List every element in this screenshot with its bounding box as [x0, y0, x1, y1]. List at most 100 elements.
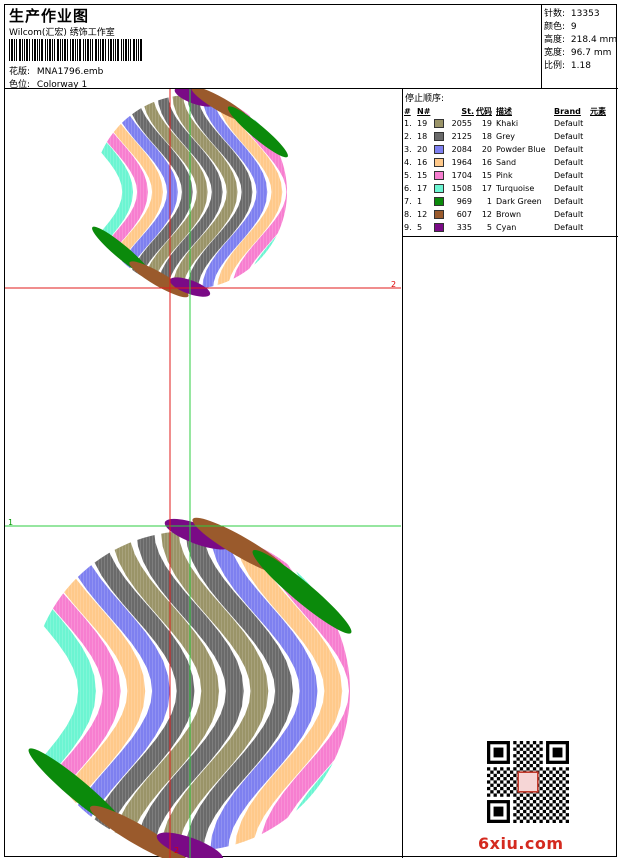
row-needle: 18 [417, 132, 428, 141]
row-num: 1. [404, 119, 412, 128]
col-desc: 描述 [496, 106, 512, 116]
stat-value: 13353 [570, 9, 600, 19]
row-brand: Default [554, 132, 584, 141]
row-code: 19 [481, 119, 492, 128]
design-row: 花版: MNA1796.emb [9, 64, 103, 77]
color-swatch [434, 119, 444, 128]
swirl-band [185, 531, 293, 851]
row-num: 9. [404, 223, 412, 232]
swirl-band [93, 95, 133, 289]
col-num: # [404, 106, 411, 116]
row-stitches: 969 [456, 197, 472, 206]
row-needle: 1 [417, 197, 423, 206]
color-swatch [434, 210, 444, 219]
bottom-swirl-motif [28, 517, 352, 858]
swirl-band [210, 531, 318, 851]
row-element [590, 143, 612, 156]
row-num: 3. [404, 145, 412, 154]
row-needle: 20 [417, 145, 428, 154]
row-stitches: 1508 [451, 184, 472, 193]
color-swatch [434, 132, 444, 141]
table-row: 9. 5 335 5 Cyan Default [404, 221, 612, 234]
stat-label: 针数: [544, 9, 566, 19]
design-file-name: MNA1796.emb [36, 67, 104, 77]
row-swatch [434, 169, 446, 182]
row-swatch [434, 208, 446, 221]
worksheet-frame: 生产作业图 Wilcom(汇宏) 绣饰工作室 花版: MNA1796.emb 色… [4, 4, 618, 858]
watermark-logo: 6xiu.com [478, 834, 564, 853]
table-row: 6. 17 1508 17 Turquoise Default [404, 182, 612, 195]
row-desc: Dark Green [496, 197, 542, 206]
row-element [590, 117, 612, 130]
table-row: 2. 18 2125 18 Grey Default [404, 130, 612, 143]
row-swatch [434, 182, 446, 195]
swirl-band [187, 95, 253, 289]
row-needle: 19 [417, 119, 428, 128]
stat-value: 1.18 [570, 61, 591, 71]
swirl-band [142, 95, 208, 289]
row-stitches: 2125 [451, 132, 472, 141]
guide-label: 2 [174, 846, 180, 855]
row-swatch [434, 130, 446, 143]
swirl-band [127, 95, 193, 289]
swirl-band [30, 531, 97, 851]
guide-label: 1 [8, 518, 14, 527]
row-brand: Default [554, 145, 584, 154]
design-label: 花版: [9, 67, 31, 77]
header-panel: 生产作业图 Wilcom(汇宏) 绣饰工作室 花版: MNA1796.emb 色… [5, 5, 542, 90]
swirl-band [93, 95, 133, 289]
col-n: N# [417, 106, 431, 116]
swirl-band [87, 531, 195, 851]
stat-label: 高度: [544, 35, 566, 45]
leaf-accent [90, 805, 188, 858]
row-brand: Default [554, 184, 584, 193]
stat-value: 9 [570, 22, 577, 32]
stop-sequence-box: 停止顺序: # N# St. 代码 描述 Brand 元素 1. 19 2055 19… [403, 89, 618, 237]
colorway-label: 色位: [9, 80, 31, 90]
col-brand: Brand [554, 106, 581, 116]
colorway-row: 色位: Colorway 1 [9, 77, 87, 90]
stop-sequence-table: # N# St. 代码 描述 Brand 元素 1. 19 2055 19 Khaki D… [404, 105, 612, 234]
row-desc: Turquoise [496, 184, 535, 193]
row-stitches: 1964 [451, 158, 472, 167]
row-element [590, 208, 612, 221]
swirl-band [136, 531, 244, 851]
row-code: 17 [481, 184, 492, 193]
col-st: St. [461, 106, 474, 116]
row-code: 12 [481, 210, 492, 219]
swirl-band [234, 531, 343, 851]
leaf-accent [227, 106, 288, 158]
row-desc: Cyan [496, 223, 517, 232]
row-stitches: 335 [456, 223, 472, 232]
row-desc: Brown [496, 210, 522, 219]
row-brand: Default [554, 223, 584, 232]
page-title: 生产作业图 [9, 7, 90, 25]
colorway-value: Colorway 1 [36, 80, 88, 90]
row-needle: 12 [417, 210, 428, 219]
swirl-band [160, 531, 269, 851]
row-brand: Default [554, 210, 584, 219]
col-code: 代码 [476, 106, 492, 116]
row-num: 6. [404, 184, 412, 193]
row-desc: Khaki [496, 119, 519, 128]
color-swatch [434, 171, 444, 180]
row-swatch [434, 156, 446, 169]
row-desc: Pink [496, 171, 513, 180]
row-swatch [434, 221, 446, 234]
row-element [590, 130, 612, 143]
row-brand: Default [554, 158, 584, 167]
swirl-band [157, 95, 223, 289]
row-num: 8. [404, 210, 412, 219]
row-desc: Grey [496, 132, 515, 141]
barcode [9, 39, 142, 61]
row-stitches: 2084 [451, 145, 472, 154]
color-swatch [434, 197, 444, 206]
row-num: 5. [404, 171, 412, 180]
stop-sequence-title: 停止顺序: [405, 94, 445, 104]
row-element [590, 156, 612, 169]
row-brand: Default [554, 171, 584, 180]
row-needle: 16 [417, 158, 428, 167]
stat-height: 高度: 218.4 mm [544, 32, 617, 45]
color-swatch [434, 158, 444, 167]
row-stitches: 1704 [451, 171, 472, 180]
